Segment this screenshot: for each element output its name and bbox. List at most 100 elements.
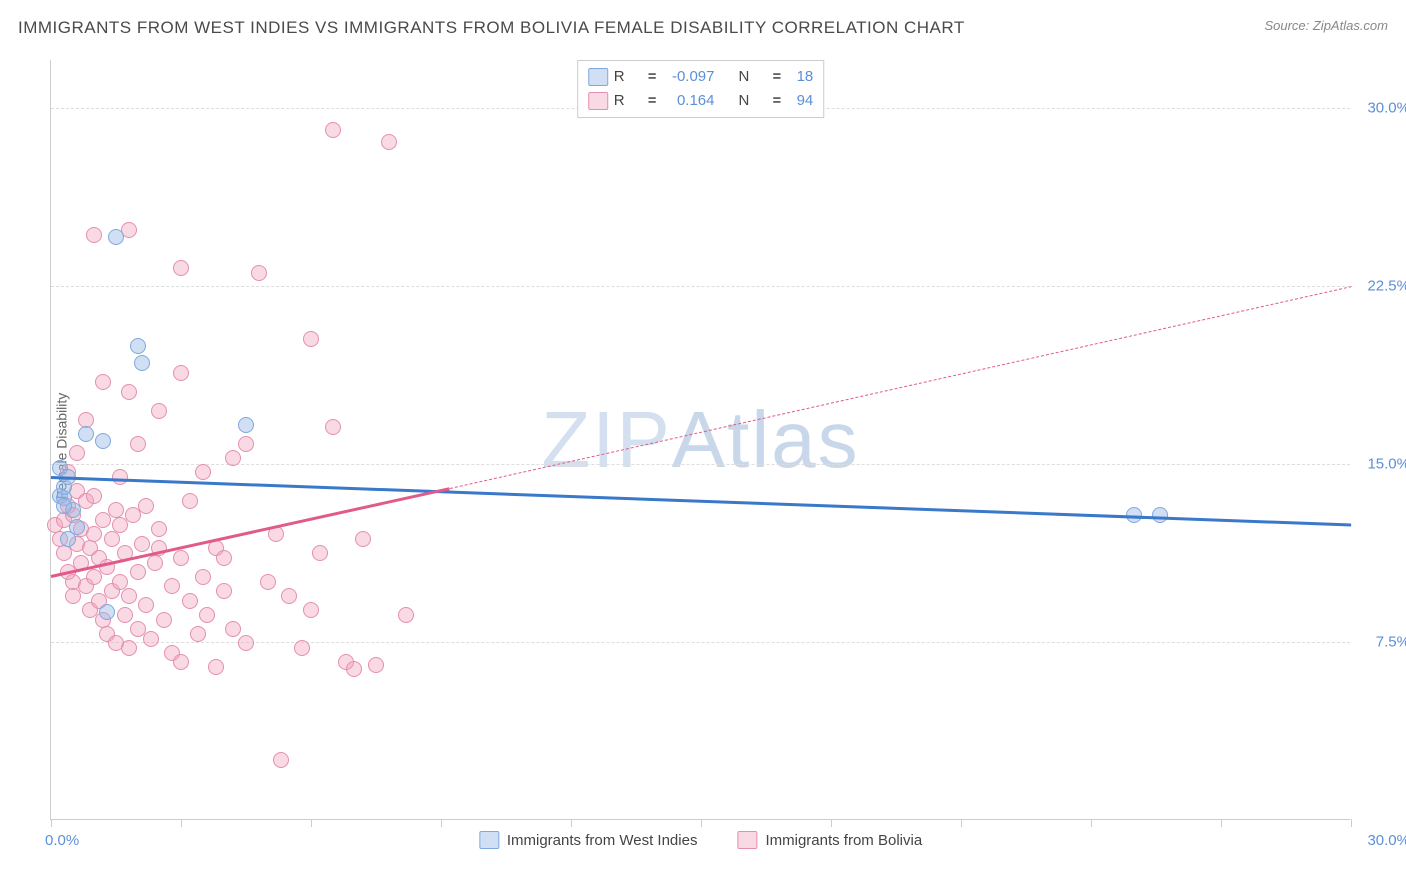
scatter-point-bolivia: [346, 661, 362, 677]
scatter-point-bolivia: [281, 588, 297, 604]
watermark-part1: ZIP: [541, 395, 671, 484]
scatter-point-bolivia: [164, 578, 180, 594]
scatter-point-bolivia: [325, 419, 341, 435]
scatter-point-bolivia: [104, 531, 120, 547]
scatter-point-bolivia: [130, 564, 146, 580]
y-tick-label: 22.5%: [1367, 277, 1406, 294]
scatter-point-bolivia: [238, 635, 254, 651]
x-tick: [441, 819, 442, 827]
x-tick: [961, 819, 962, 827]
scatter-point-bolivia: [112, 469, 128, 485]
scatter-point-bolivia: [368, 657, 384, 673]
series-legend: Immigrants from West Indies Immigrants f…: [479, 831, 922, 849]
source-label: Source:: [1264, 18, 1312, 33]
scatter-point-west_indies: [108, 229, 124, 245]
scatter-point-bolivia: [182, 493, 198, 509]
scatter-point-bolivia: [225, 450, 241, 466]
scatter-point-bolivia: [121, 588, 137, 604]
scatter-point-bolivia: [355, 531, 371, 547]
source-name: ZipAtlas.com: [1313, 18, 1388, 33]
x-tick: [1091, 819, 1092, 827]
scatter-point-bolivia: [260, 574, 276, 590]
scatter-point-bolivia: [381, 134, 397, 150]
scatter-point-bolivia: [199, 607, 215, 623]
swatch-bolivia: [737, 831, 757, 849]
watermark-part2: Atlas: [672, 395, 860, 484]
scatter-point-bolivia: [312, 545, 328, 561]
n-value-west-indies: 18: [787, 65, 813, 89]
gridline: [51, 464, 1350, 465]
scatter-point-west_indies: [95, 433, 111, 449]
y-tick-label: 15.0%: [1367, 455, 1406, 472]
scatter-point-west_indies: [238, 417, 254, 433]
scatter-point-bolivia: [121, 384, 137, 400]
scatter-point-west_indies: [134, 355, 150, 371]
series-label-bolivia: Immigrants from Bolivia: [765, 832, 922, 849]
n-label: N: [739, 89, 767, 113]
scatter-point-west_indies: [130, 338, 146, 354]
gridline: [51, 286, 1350, 287]
x-tick: [51, 819, 52, 827]
swatch-bolivia: [588, 92, 608, 110]
x-tick: [701, 819, 702, 827]
n-value-bolivia: 94: [787, 89, 813, 113]
scatter-point-bolivia: [151, 403, 167, 419]
x-tick: [571, 819, 572, 827]
x-tick: [311, 819, 312, 827]
scatter-point-west_indies: [78, 426, 94, 442]
correlation-legend: R = -0.097 N = 18 R = 0.164 N = 94: [577, 60, 825, 118]
scatter-point-bolivia: [251, 265, 267, 281]
scatter-point-bolivia: [86, 526, 102, 542]
source-attribution: Source: ZipAtlas.com: [1264, 18, 1388, 33]
scatter-point-bolivia: [398, 607, 414, 623]
x-tick: [831, 819, 832, 827]
swatch-west-indies: [479, 831, 499, 849]
r-value-bolivia: 0.164: [663, 89, 715, 113]
scatter-point-west_indies: [99, 604, 115, 620]
scatter-point-bolivia: [86, 488, 102, 504]
legend-row-bolivia: R = 0.164 N = 94: [588, 89, 814, 113]
chart-plot-area: ZIPAtlas 7.5%15.0%22.5%30.0% R = -0.097 …: [50, 60, 1350, 820]
scatter-point-bolivia: [143, 631, 159, 647]
x-tick: [1221, 819, 1222, 827]
scatter-point-bolivia: [195, 464, 211, 480]
scatter-point-bolivia: [216, 550, 232, 566]
scatter-point-bolivia: [134, 536, 150, 552]
y-tick-label: 30.0%: [1367, 99, 1406, 116]
scatter-point-bolivia: [117, 607, 133, 623]
regression-line: [51, 476, 1351, 526]
scatter-point-bolivia: [86, 227, 102, 243]
x-tick: [181, 819, 182, 827]
scatter-point-bolivia: [208, 659, 224, 675]
r-value-west-indies: -0.097: [663, 65, 715, 89]
x-max-label: 30.0%: [1367, 832, 1406, 849]
scatter-point-bolivia: [303, 602, 319, 618]
header: IMMIGRANTS FROM WEST INDIES VS IMMIGRANT…: [18, 18, 1388, 38]
scatter-point-bolivia: [195, 569, 211, 585]
n-label: N: [739, 65, 767, 89]
scatter-point-bolivia: [138, 498, 154, 514]
swatch-west-indies: [588, 68, 608, 86]
r-label: R: [614, 89, 642, 113]
scatter-point-bolivia: [173, 365, 189, 381]
r-label: R: [614, 65, 642, 89]
y-tick-label: 7.5%: [1376, 633, 1406, 650]
scatter-point-west_indies: [56, 498, 72, 514]
scatter-point-bolivia: [130, 436, 146, 452]
scatter-point-bolivia: [138, 597, 154, 613]
scatter-point-bolivia: [238, 436, 254, 452]
scatter-point-bolivia: [325, 122, 341, 138]
scatter-point-bolivia: [173, 654, 189, 670]
scatter-point-bolivia: [182, 593, 198, 609]
scatter-point-bolivia: [151, 521, 167, 537]
scatter-point-bolivia: [173, 260, 189, 276]
legend-item-west-indies: Immigrants from West Indies: [479, 831, 698, 849]
scatter-point-bolivia: [173, 550, 189, 566]
scatter-point-bolivia: [273, 752, 289, 768]
scatter-point-bolivia: [294, 640, 310, 656]
legend-row-west-indies: R = -0.097 N = 18: [588, 65, 814, 89]
scatter-point-bolivia: [216, 583, 232, 599]
scatter-point-bolivia: [156, 612, 172, 628]
scatter-point-bolivia: [147, 555, 163, 571]
series-label-west-indies: Immigrants from West Indies: [507, 832, 698, 849]
